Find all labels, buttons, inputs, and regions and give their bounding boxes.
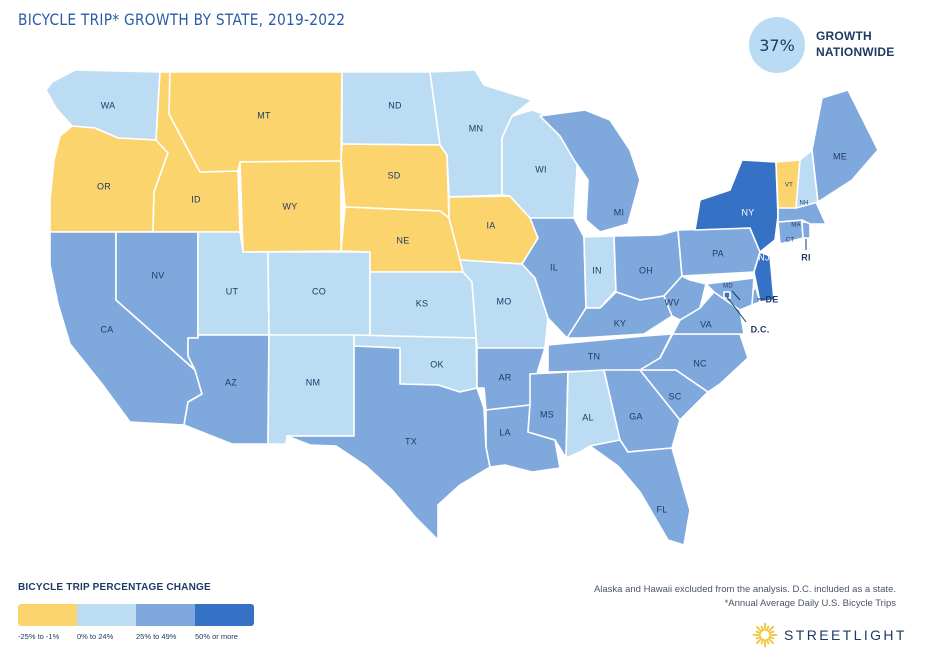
legend-swatch-low <box>77 604 136 626</box>
legend-label-high: 50% or more <box>195 632 238 641</box>
state-tx <box>286 345 491 541</box>
state-il <box>521 217 587 339</box>
state-label-va: VA <box>700 319 712 329</box>
state-me <box>811 89 879 203</box>
state-label-nh: NH <box>799 201 808 207</box>
state-label-mo: MO <box>497 296 512 306</box>
state-label-ms: MS <box>540 409 554 419</box>
state-label-de: DE <box>766 294 779 304</box>
state-label-tn: TN <box>588 351 600 361</box>
state-ri <box>801 221 811 239</box>
nationwide-growth-label-line2: NATIONWIDE <box>816 45 895 59</box>
state-mt <box>168 71 343 173</box>
state-label-ar: AR <box>499 372 512 382</box>
state-label-ga: GA <box>629 411 642 421</box>
legend-item-high: 50% or more <box>195 604 254 641</box>
state-label-nd: ND <box>388 100 402 110</box>
state-label-me: ME <box>833 151 847 161</box>
state-label-nv: NV <box>152 270 165 280</box>
state-label-sd: SD <box>388 170 401 180</box>
state-label-ne: NE <box>397 235 410 245</box>
state-label-ri: RI <box>801 252 810 262</box>
legend-label-mid: 25% to 49% <box>136 632 177 641</box>
state-ky <box>566 291 673 339</box>
state-label-ct: CT <box>786 238 795 244</box>
legend-swatch-mid <box>136 604 195 626</box>
legend-item-neg: -25% to -1% <box>18 604 77 641</box>
legend-item-mid: 25% to 49% <box>136 604 195 641</box>
state-label-ma: MA <box>791 223 800 229</box>
page-title: Bicycle Trip* Growth by State, 2019-2022 <box>18 10 346 29</box>
state-label-az: AZ <box>225 377 237 387</box>
callout-line-md <box>731 290 741 301</box>
nationwide-growth-label-line1: GROWTH <box>816 29 872 43</box>
state-label-la: LA <box>499 427 510 437</box>
state-nj <box>753 251 775 303</box>
state-label-md: MD <box>723 284 733 290</box>
state-fl <box>589 439 691 546</box>
state-dc <box>723 291 731 299</box>
state-label-ny: NY <box>742 207 755 217</box>
state-label-ut: UT <box>226 286 239 296</box>
state-label-nc: NC <box>693 358 707 368</box>
state-label-mn: MN <box>469 123 483 133</box>
footnote-definition: *Annual Average Daily U.S. Bicycle Trips <box>724 598 896 609</box>
legend-swatch-neg <box>18 604 77 626</box>
legend-swatch-high <box>195 604 254 626</box>
states-layer <box>45 69 879 546</box>
nationwide-growth-value: 37% <box>759 35 795 55</box>
state-nm <box>267 334 355 445</box>
state-label-sc: SC <box>669 391 682 401</box>
state-label-nj: NJ <box>758 252 769 262</box>
state-label-ky: KY <box>614 318 626 328</box>
state-label-ia: IA <box>487 220 496 230</box>
state-label-il: IL <box>550 262 558 272</box>
state-label-or: OR <box>97 181 111 191</box>
state-label-in: IN <box>592 265 601 275</box>
state-label-wa: WA <box>101 100 116 110</box>
state-label-mt: MT <box>257 110 271 120</box>
state-label-ks: KS <box>416 298 428 308</box>
state-label-wy: WY <box>283 201 298 211</box>
state-label-mi: MI <box>614 207 624 217</box>
nationwide-growth-label: GROWTH NATIONWIDE <box>816 28 926 60</box>
state-label-co: CO <box>312 286 326 296</box>
legend-label-low: 0% to 24% <box>77 632 114 641</box>
state-label-dc: D.C. <box>751 324 770 334</box>
state-mi <box>539 109 641 233</box>
labels-layer: WA OR CA ID NV MT WY UT AZ CO NM ND SD NE KS OK TX MN IA MO… <box>97 100 847 514</box>
footnotes: Alaska and Hawaii excluded from the anal… <box>594 583 896 611</box>
brand-name: STREETLIGHT <box>784 627 907 643</box>
state-label-oh: OH <box>639 265 653 275</box>
state-label-ok: OK <box>430 359 443 369</box>
state-label-ca: CA <box>101 324 114 334</box>
legend-item-low: 0% to 24% <box>77 604 136 641</box>
legend: -25% to -1% 0% to 24% 25% to 49% 50% or … <box>18 604 254 641</box>
state-or <box>49 125 169 233</box>
state-ny <box>694 159 779 253</box>
state-label-vt: VT <box>785 183 793 189</box>
nationwide-growth-badge: 37% <box>749 17 805 73</box>
state-label-nm: NM <box>306 377 320 387</box>
state-label-id: ID <box>191 194 201 204</box>
callouts-layer: DE MD D.C. RI <box>723 239 811 334</box>
footnote-exclusions: Alaska and Hawaii excluded from the anal… <box>593 584 896 595</box>
state-label-pa: PA <box>712 248 724 258</box>
state-label-al: AL <box>582 412 593 422</box>
legend-label-neg: -25% to -1% <box>18 632 60 641</box>
callout-line-dc <box>726 296 747 323</box>
state-label-tx: TX <box>405 436 417 446</box>
streetlight-logo-icon <box>752 622 778 648</box>
legend-title: BICYCLE TRIP PERCENTAGE CHANGE <box>18 582 211 593</box>
state-wi <box>501 109 579 219</box>
state-label-wv: WV <box>665 297 680 307</box>
state-label-fl: FL <box>657 504 668 514</box>
state-label-wi: WI <box>535 164 546 174</box>
brand: STREETLIGHT <box>752 622 907 648</box>
